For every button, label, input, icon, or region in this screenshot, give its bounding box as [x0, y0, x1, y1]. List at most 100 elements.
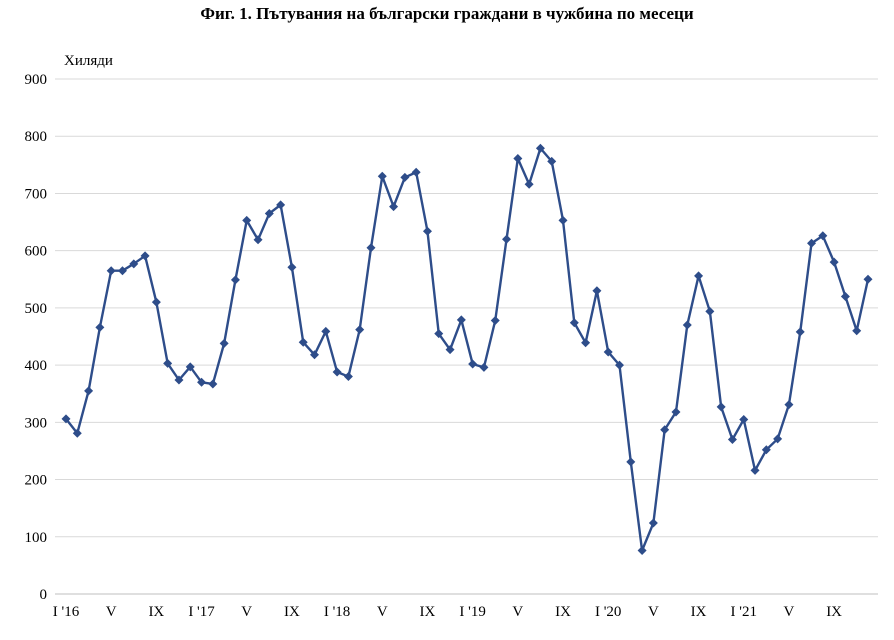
x-tick-label: IX — [420, 604, 436, 620]
data-point-marker — [705, 306, 715, 316]
data-point-marker — [739, 414, 749, 424]
y-tick-label: 200 — [25, 473, 48, 489]
data-point-marker — [106, 266, 116, 276]
data-point-marker — [750, 465, 760, 475]
data-point-marker — [411, 167, 421, 177]
y-tick-label: 800 — [25, 129, 48, 145]
data-point-marker — [197, 377, 207, 387]
data-point-marker — [208, 379, 218, 389]
data-point-marker — [558, 215, 568, 225]
data-point-marker — [72, 428, 82, 438]
data-point-marker — [321, 326, 331, 336]
data-point-marker — [727, 435, 737, 444]
data-point-marker — [219, 338, 229, 348]
data-point-marker — [660, 425, 670, 435]
data-point-marker — [807, 238, 817, 248]
data-point-marker — [366, 243, 376, 253]
data-point-marker — [298, 337, 308, 347]
data-point-marker — [95, 322, 105, 332]
y-axis-ticks: 0 100 200 300 400 500 600 700 800 900 — [25, 72, 48, 603]
y-tick-label: 300 — [25, 415, 48, 431]
data-point-marker — [129, 259, 139, 269]
data-point-marker — [502, 234, 512, 244]
x-tick-label: I '17 — [188, 604, 215, 620]
x-tick-label: I '16 — [53, 604, 80, 620]
data-point-marker — [569, 318, 579, 328]
x-tick-label: V — [377, 604, 388, 620]
data-point-marker — [581, 338, 591, 348]
data-point-marker — [445, 345, 455, 355]
data-point-marker — [276, 200, 286, 210]
x-tick-label: V — [648, 604, 659, 620]
data-point-marker — [637, 546, 647, 556]
data-point-marker — [264, 208, 274, 218]
x-tick-label: V — [512, 604, 523, 620]
data-point-marker — [468, 359, 478, 369]
data-point-marker — [434, 329, 444, 339]
data-point-marker — [784, 400, 794, 410]
data-point-marker — [795, 327, 805, 337]
x-tick-label: IX — [555, 604, 571, 620]
data-point-marker — [614, 360, 624, 370]
data-point-marker — [310, 350, 320, 360]
data-point-marker — [682, 320, 692, 330]
data-point-marker — [343, 372, 353, 382]
y-axis-unit-label: Хиляди — [64, 53, 113, 69]
y-tick-label: 700 — [25, 186, 48, 202]
data-point-marker — [479, 362, 489, 372]
data-point-marker — [648, 518, 658, 528]
data-point-marker — [61, 414, 71, 424]
data-point-marker — [513, 154, 523, 164]
data-point-marker — [185, 362, 195, 372]
data-point-marker — [117, 266, 127, 276]
x-tick-label: I '19 — [459, 604, 485, 620]
x-tick-label: V — [784, 604, 795, 620]
data-point-marker — [377, 171, 387, 181]
data-point-marker — [829, 257, 839, 267]
x-tick-label: IX — [826, 604, 842, 620]
data-point-marker — [151, 297, 161, 307]
data-point-marker — [456, 315, 466, 325]
data-point-marker — [490, 315, 500, 325]
data-point-marker — [400, 172, 410, 182]
y-tick-label: 900 — [25, 72, 48, 88]
data-point-marker — [818, 231, 828, 241]
data-point-marker — [174, 375, 184, 385]
y-tick-label: 0 — [40, 587, 48, 603]
data-point-marker — [389, 202, 399, 212]
data-point-marker — [422, 226, 432, 236]
data-point-marker — [287, 262, 297, 272]
data-point-marker — [230, 275, 240, 285]
data-point-marker — [863, 274, 873, 284]
data-point-marker — [603, 347, 613, 357]
y-tick-label: 500 — [25, 301, 48, 317]
data-point-marker — [163, 358, 173, 368]
data-point-marker — [524, 179, 534, 189]
data-point-marker — [592, 286, 602, 296]
x-tick-label: I '18 — [324, 604, 350, 620]
x-tick-label: IX — [148, 604, 164, 620]
x-tick-label: V — [106, 604, 117, 620]
data-point-marker — [694, 271, 704, 281]
x-tick-label: I '20 — [595, 604, 621, 620]
data-point-marker — [355, 325, 365, 335]
y-tick-label: 400 — [25, 358, 48, 374]
chart-title: Фиг. 1. Пътувания на български граждани … — [200, 4, 694, 23]
data-point-marker — [547, 156, 557, 166]
data-point-marker — [626, 457, 636, 467]
x-tick-label: V — [241, 604, 252, 620]
data-point-marker — [535, 143, 545, 153]
data-point-marker — [671, 407, 681, 417]
series-line — [65, 147, 870, 552]
data-point-marker — [773, 434, 783, 444]
data-point-marker — [332, 367, 342, 377]
y-tick-label: 600 — [25, 244, 48, 260]
data-point-marker — [716, 402, 726, 412]
series-markers — [61, 143, 873, 556]
data-point-marker — [852, 326, 862, 336]
x-tick-label: IX — [691, 604, 707, 620]
x-tick-label: I '21 — [731, 604, 757, 620]
x-tick-label: IX — [284, 604, 300, 620]
data-point-marker — [84, 386, 94, 396]
